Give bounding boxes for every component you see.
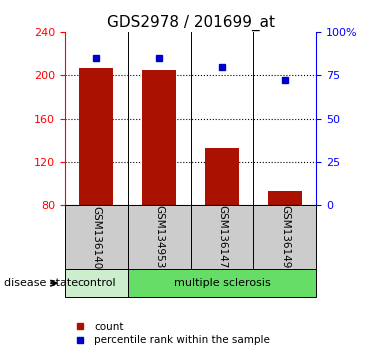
Text: GSM136140: GSM136140 <box>91 206 101 269</box>
Title: GDS2978 / 201699_at: GDS2978 / 201699_at <box>107 14 275 30</box>
Text: GSM136149: GSM136149 <box>280 205 290 269</box>
Bar <box>191 205 253 269</box>
Bar <box>268 191 302 205</box>
Bar <box>128 205 191 269</box>
Bar <box>79 68 114 205</box>
Bar <box>65 269 128 297</box>
Bar <box>65 205 128 269</box>
Text: GSM134953: GSM134953 <box>154 205 164 269</box>
Text: disease state: disease state <box>4 278 78 288</box>
Bar <box>253 205 316 269</box>
Bar <box>128 269 316 297</box>
Text: GSM136147: GSM136147 <box>217 205 227 269</box>
Text: multiple sclerosis: multiple sclerosis <box>174 278 270 288</box>
Bar <box>205 148 239 205</box>
Legend: count, percentile rank within the sample: count, percentile rank within the sample <box>70 322 270 345</box>
Text: control: control <box>77 278 115 288</box>
Bar <box>142 70 176 205</box>
